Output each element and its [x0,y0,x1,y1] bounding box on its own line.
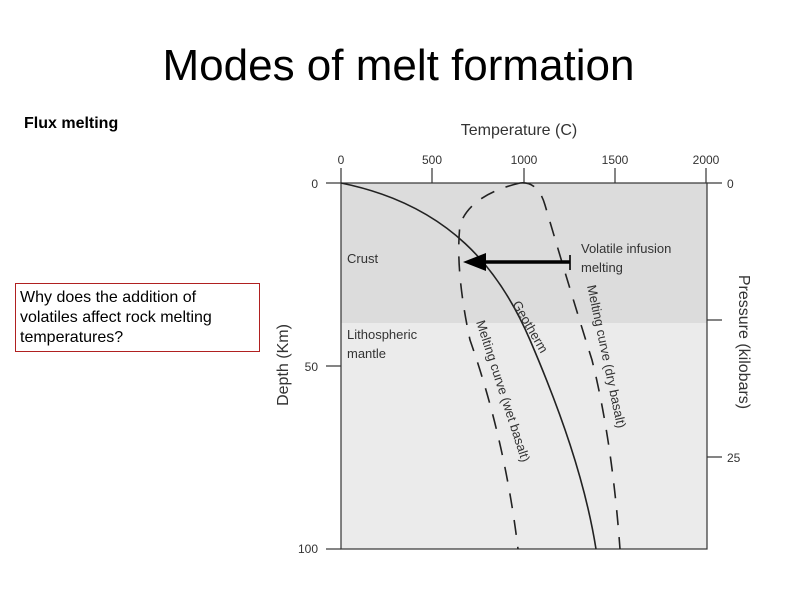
left-axis-label: Depth (Km) [275,324,292,406]
top-axis-label: Temperature (C) [461,122,577,139]
arrow-label-line1: Volatile infusion [581,241,671,256]
mantle-label-line2: mantle [347,346,386,361]
mantle-label-line1: Lithospheric [347,327,418,342]
crust-region [341,183,707,323]
geotherm-curve [340,182,597,550]
right-axis-ticks [707,182,722,458]
top-axis-ticks [340,168,707,183]
right-tick-label: 0 [727,177,734,191]
top-tick-label: 0 [338,153,345,167]
slide-subtitle: Flux melting [24,115,119,132]
mantle-region [341,323,707,549]
left-tick-label: 100 [298,542,318,556]
dry-melting-curve [519,182,621,550]
left-tick-label: 0 [311,177,318,191]
left-axis-ticks [326,182,341,550]
infusion-arrow-head [463,253,486,271]
left-tick-label: 50 [305,360,319,374]
top-tick-label: 500 [422,153,442,167]
crust-label: Crust [347,251,378,266]
top-tick-label: 2000 [693,153,720,167]
top-tick-label: 1000 [511,153,538,167]
question-box: Why does the addition of volatiles affec… [15,283,260,352]
slide-title: Modes of melt formation [162,41,635,90]
right-tick-label: 25 [727,451,741,465]
top-tick-label: 1500 [602,153,629,167]
arrow-label-line2: melting [581,260,623,275]
right-axis-label: Pressure (kilobars) [735,275,752,409]
